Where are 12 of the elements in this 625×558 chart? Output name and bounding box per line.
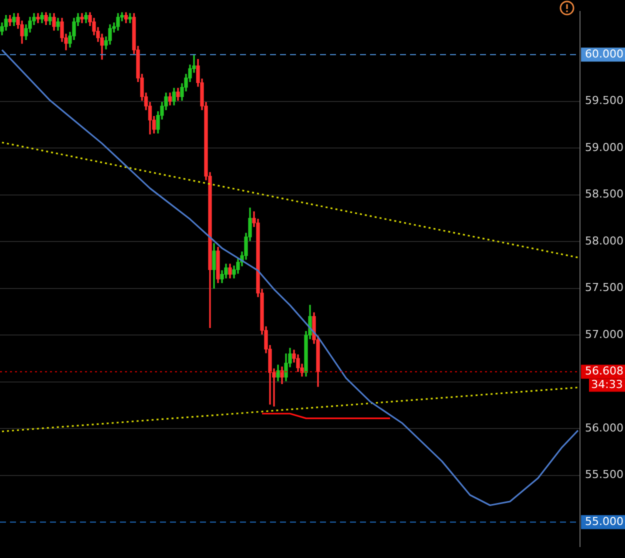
y-tick-label: 56.000 — [585, 421, 624, 434]
y-tick-label: 57.000 — [585, 328, 624, 341]
y-tick-label: 55.500 — [585, 468, 624, 482]
y-tick-label: 59.000 — [585, 140, 624, 154]
ref-line-label: 60.000 — [585, 47, 624, 60]
ref-line-label: 55.000 — [585, 514, 624, 528]
y-tick-label: 58.500 — [585, 188, 624, 201]
y-tick-label: 59.500 — [585, 94, 624, 108]
y-tick-label: 58.000 — [585, 234, 624, 248]
text: 34:33 — [591, 378, 623, 392]
y-tick-label: 57.500 — [585, 281, 624, 294]
ref-line-label: 56.608 — [585, 364, 624, 378]
